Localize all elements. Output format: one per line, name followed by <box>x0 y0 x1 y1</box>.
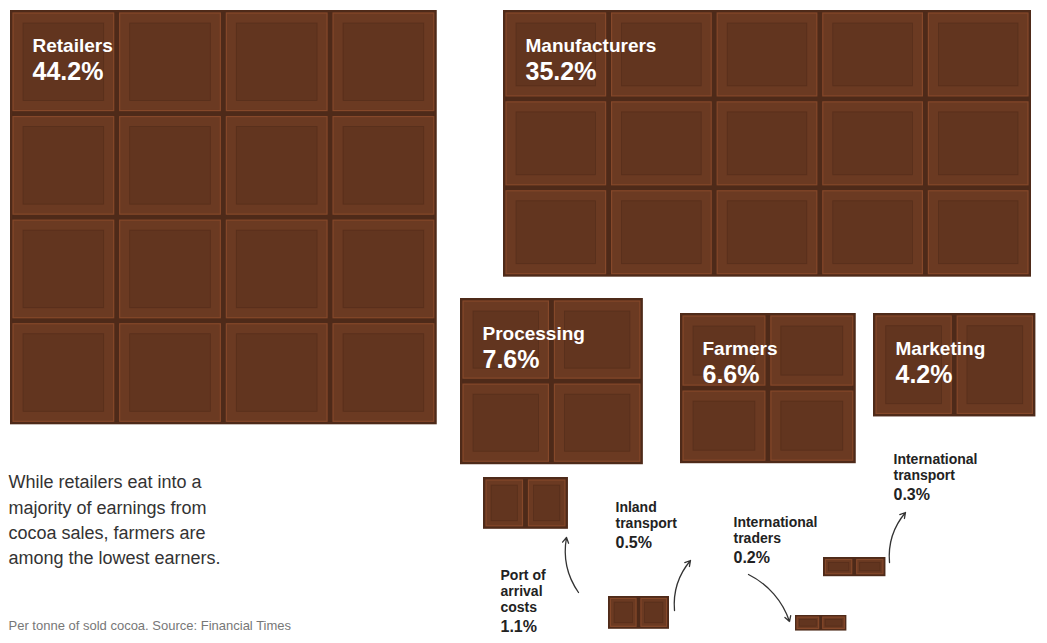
svg-text:1.1%: 1.1% <box>501 618 537 635</box>
svg-text:Manufacturers: Manufacturers <box>526 35 657 56</box>
svg-text:4.2%: 4.2% <box>896 360 953 388</box>
svg-text:Internationaltraders: Internationaltraders <box>734 514 818 546</box>
svg-text:Port ofarrivalcosts: Port ofarrivalcosts <box>501 567 546 615</box>
svg-text:6.6%: 6.6% <box>703 360 760 388</box>
svg-text:Processing: Processing <box>483 323 585 344</box>
svg-text:Farmers: Farmers <box>703 338 778 359</box>
svg-text:Retailers: Retailers <box>33 35 113 56</box>
svg-text:Inlandtransport: Inlandtransport <box>616 499 678 531</box>
svg-text:Internationaltransport: Internationaltransport <box>894 451 978 483</box>
svg-text:0.5%: 0.5% <box>616 534 652 551</box>
svg-text:Per tonne of sold cocoa. Sourc: Per tonne of sold cocoa. Source: Financi… <box>9 618 292 633</box>
svg-text:Marketing: Marketing <box>896 338 986 359</box>
svg-text:While retailers eat into amajo: While retailers eat into amajority of ea… <box>9 472 221 568</box>
svg-text:44.2%: 44.2% <box>33 57 104 85</box>
svg-text:0.2%: 0.2% <box>734 549 770 566</box>
svg-text:0.3%: 0.3% <box>894 486 930 503</box>
svg-text:35.2%: 35.2% <box>526 57 597 85</box>
svg-text:7.6%: 7.6% <box>483 345 540 373</box>
